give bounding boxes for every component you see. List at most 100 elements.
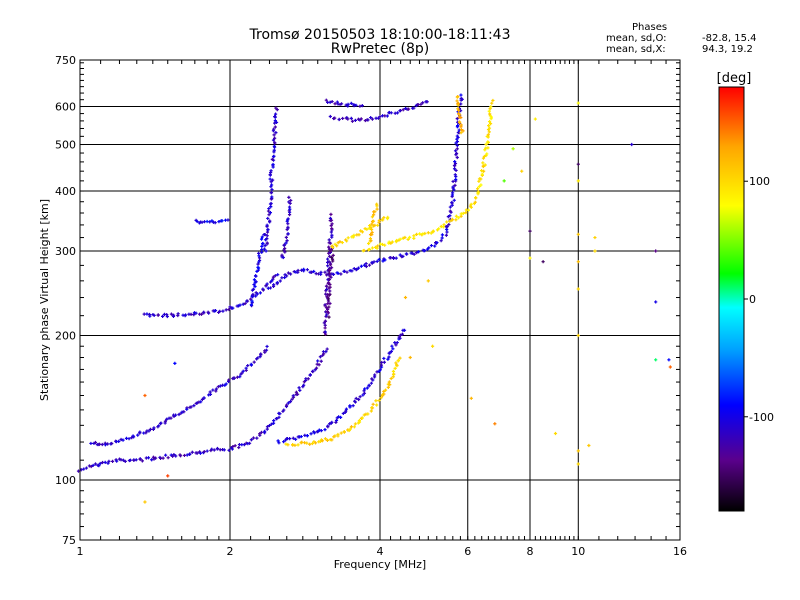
data-point [654,300,658,304]
data-point [403,295,408,300]
data-point [353,399,357,403]
data-point [146,456,151,460]
data-point [286,225,290,229]
data-point [284,235,288,239]
data-point [654,358,658,362]
data-point [106,442,110,446]
data-point [363,118,367,123]
data-point [283,275,287,280]
data-point [370,246,375,250]
data-point [359,117,363,121]
data-point [382,389,386,394]
data-point [386,215,390,219]
data-point [357,397,361,402]
data-point [369,115,373,120]
data-point [159,421,163,425]
data-point [202,310,206,314]
data-point [173,361,177,365]
data-point [258,432,262,436]
data-point [138,430,142,434]
data-point [459,125,463,129]
data-point [425,100,429,104]
data-point [269,169,273,173]
data-point [410,251,414,255]
data-point [263,244,267,248]
data-point [380,242,385,247]
data-point [151,455,156,459]
data-point [340,240,344,245]
data-point [262,232,266,237]
data-point [336,271,340,275]
data-point [444,233,448,237]
data-point [282,243,287,247]
data-point [328,285,332,289]
data-point [335,100,339,104]
data-point [284,241,288,245]
axes: 1 2 4 6 8 10 16 75 100 200 300 400 500 600 750 [55,54,687,558]
data-point [328,301,332,306]
data-point [282,440,286,444]
data-point [380,360,384,365]
data-point [541,260,545,264]
data-point [134,458,138,462]
data-point [287,200,291,204]
data-point [273,274,277,278]
data-point [353,118,358,122]
data-point [423,231,427,236]
data-point [267,213,271,217]
data-point [273,136,277,140]
data-point [265,282,269,286]
data-point [148,427,153,431]
data-point [326,264,330,268]
data-point [328,289,332,293]
data-point [249,438,254,442]
data-point [448,209,452,213]
data-point [295,392,300,396]
data-point [479,169,484,173]
data-point [324,287,329,292]
data-point [215,446,220,451]
data-point [336,432,340,437]
data-point [166,474,170,478]
data-point [416,102,420,107]
data-point [324,98,328,102]
data-point [287,205,292,209]
data-point [333,434,337,438]
data-point [329,224,333,228]
data-point [260,250,264,254]
data-point [200,220,204,224]
data-point [320,439,324,443]
data-point [469,202,473,206]
data-point [246,363,250,368]
data-point [268,219,272,223]
data-point [156,313,160,317]
data-point [374,399,378,403]
data-point [454,168,458,173]
data-point [576,449,580,453]
data-point [362,263,367,267]
data-point [389,376,393,381]
data-point [202,396,206,400]
data-point [268,286,273,290]
data-point [415,232,419,236]
data-point [195,451,199,455]
y-tick-label: 200 [55,330,76,343]
data-point [173,413,178,417]
data-point [485,134,489,139]
x-tick-label: 2 [227,545,234,558]
data-point [221,309,225,313]
data-point [227,378,231,382]
data-point [317,363,321,367]
data-point [271,162,275,167]
data-point [456,216,461,220]
data-point [260,235,264,239]
data-point [363,227,367,231]
data-point [280,276,284,280]
data-point [328,261,333,265]
data-point [363,387,367,391]
data-point [391,369,396,373]
data-point [456,108,461,112]
data-point [169,312,174,316]
data-point [450,191,455,195]
data-point [389,349,393,354]
